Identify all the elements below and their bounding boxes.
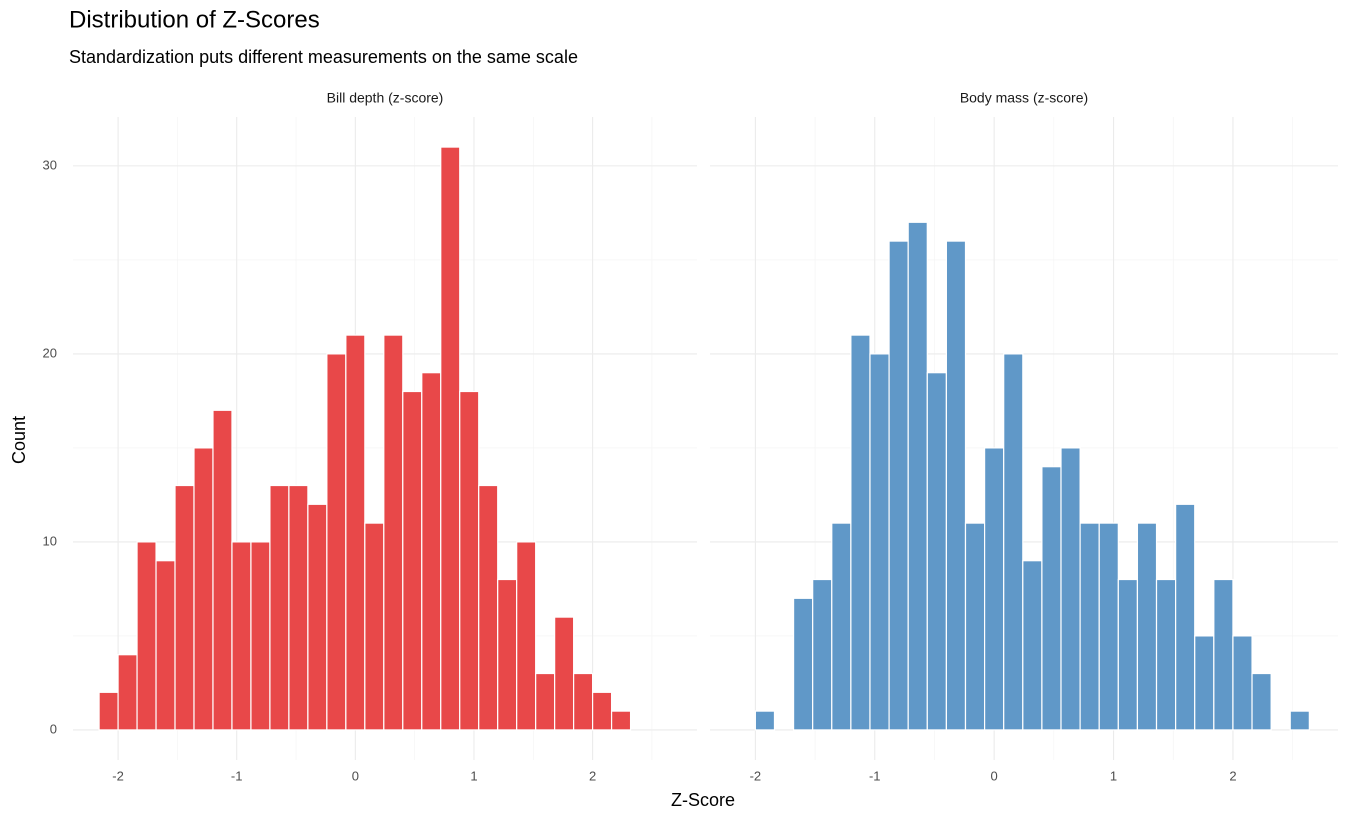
y-axis-title: Count (9, 416, 29, 464)
histogram-bar (516, 541, 537, 731)
y-tick-label: 30 (43, 157, 57, 172)
facet-title: Bill depth (z-score) (327, 90, 444, 106)
histogram-bar (212, 409, 233, 731)
histogram-bar (792, 597, 814, 731)
histogram-bar (869, 353, 890, 731)
x-tick-label: -1 (231, 768, 243, 783)
histogram-bar (497, 578, 518, 731)
histogram-bar (193, 447, 214, 731)
histogram-bar (345, 334, 366, 731)
histogram-bar (1022, 560, 1043, 731)
histogram-bar (754, 710, 776, 731)
histogram-bar (592, 691, 613, 731)
chart-subtitle: Standardization puts different measureme… (69, 47, 578, 67)
chart-title: Distribution of Z-Scores (69, 6, 320, 33)
histogram-bar (907, 221, 928, 731)
histogram-bar (1194, 635, 1215, 731)
histogram-bar (1117, 578, 1139, 731)
histogram-bar (1213, 578, 1234, 731)
x-tick-label: 1 (470, 768, 477, 783)
histogram-bar (383, 334, 404, 731)
histogram-bar (1155, 578, 1177, 731)
histogram-bar (1060, 447, 1081, 731)
histogram-bar (440, 146, 461, 731)
histogram-bar (1136, 522, 1158, 731)
histogram-bar (478, 484, 499, 731)
x-tick-label: -2 (750, 768, 762, 783)
x-tick-label: 1 (1110, 768, 1117, 783)
histogram-bar (136, 541, 157, 731)
histogram-bar (231, 541, 252, 731)
x-tick-label: 2 (1229, 768, 1236, 783)
histogram-bar (831, 522, 852, 731)
histogram-bar (1041, 466, 1062, 731)
histogram-bar (850, 334, 871, 731)
histogram-bar (812, 578, 833, 731)
histogram-bar (98, 691, 119, 731)
histogram-bar (1232, 635, 1253, 731)
histogram-bar (535, 672, 556, 731)
histogram-bar (554, 616, 575, 731)
histogram-bar (888, 240, 909, 731)
histogram-bar (1289, 710, 1310, 731)
histogram-bar (610, 710, 632, 731)
histogram-bar (984, 447, 1005, 731)
histogram-bar (926, 372, 947, 731)
x-tick-label: 2 (589, 768, 596, 783)
histogram-bar (421, 372, 442, 731)
y-tick-label: 20 (43, 345, 57, 360)
histogram-bar (269, 484, 290, 731)
histogram-bar (364, 522, 385, 731)
histogram-bar (459, 390, 480, 731)
histogram-bar (288, 484, 309, 731)
histogram-bar (1175, 503, 1196, 731)
histogram-bar (307, 503, 328, 731)
histogram-bar (117, 654, 138, 731)
x-tick-label: -2 (112, 768, 124, 783)
histogram-bar (402, 390, 423, 731)
facet-title: Body mass (z-score) (960, 90, 1088, 106)
histogram-bar (250, 541, 271, 731)
histogram-bar (174, 484, 195, 731)
x-axis-title: Z-Score (671, 790, 735, 810)
y-tick-label: 10 (43, 533, 57, 548)
histogram-bar (155, 560, 176, 731)
histogram-bar (1251, 672, 1272, 731)
histogram-bar (964, 522, 986, 731)
x-tick-label: 0 (991, 768, 998, 783)
histogram-bar (1098, 522, 1119, 731)
x-tick-label: 0 (352, 768, 359, 783)
y-tick-label: 0 (50, 721, 57, 736)
histogram-bar (573, 672, 594, 731)
histogram-bar (945, 240, 967, 731)
x-tick-label: -1 (869, 768, 881, 783)
histogram-bar (326, 353, 347, 731)
histogram-bar (1003, 353, 1024, 731)
histogram-bar (1079, 522, 1100, 731)
